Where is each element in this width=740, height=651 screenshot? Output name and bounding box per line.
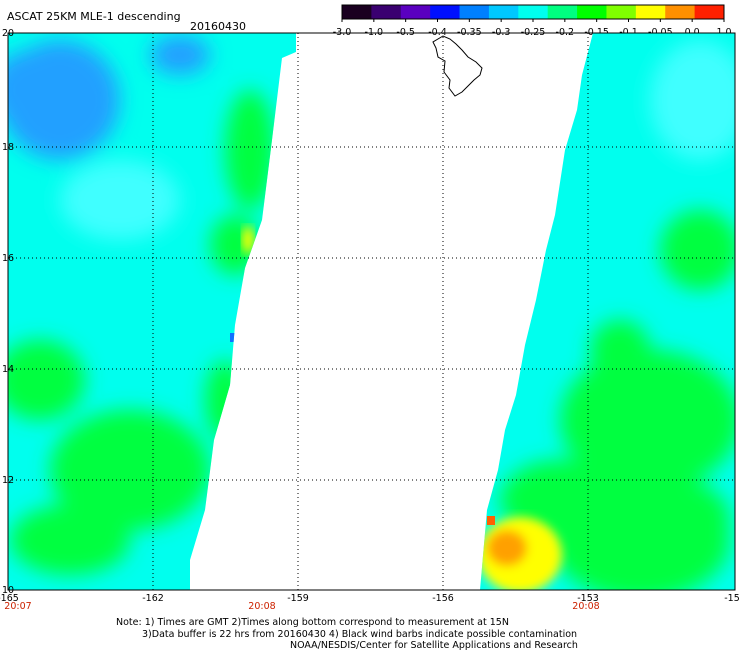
colorbar-swatch <box>371 5 402 19</box>
time-label: 20:08 <box>572 601 599 612</box>
lat-label: 12 <box>2 475 14 486</box>
lon-label: -159 <box>287 593 309 604</box>
colorbar-swatch <box>400 5 431 19</box>
lat-label: 20 <box>2 28 14 39</box>
lat-label: 14 <box>2 364 14 375</box>
map-frame <box>7 32 736 591</box>
swath-map: 20 18 16 14 12 10 -165 -162 -159 -156 -153 -150 20… <box>0 28 740 612</box>
wind-pixel-blue <box>230 333 237 342</box>
swath-highlight <box>242 226 254 254</box>
colorbar-swatch <box>518 5 549 19</box>
colorbar-swatch <box>665 5 696 19</box>
wind-patch <box>660 210 735 290</box>
wind-patch <box>225 90 275 210</box>
colorbar-swatch <box>342 5 372 19</box>
wind-patch <box>8 50 70 130</box>
hawaii-island-outline <box>432 35 483 97</box>
colorbar-swatch <box>488 5 519 19</box>
time-labels: 20:07 20:08 20:08 <box>4 601 599 612</box>
note-line-2: 3)Data buffer is 22 hrs from 20160430 4)… <box>142 629 578 640</box>
product-date: 20160430 <box>190 20 246 33</box>
note-line-1: Note: 1) Times are GMT 2)Times along bot… <box>116 617 509 628</box>
note-line-3: NOAA/NESDIS/Center for Satellite Applica… <box>290 640 578 651</box>
wind-patch <box>590 320 650 380</box>
lon-label: -165 <box>0 593 19 604</box>
lat-lon-grid <box>8 33 735 590</box>
wind-patch <box>60 160 180 240</box>
time-label: 20:08 <box>248 601 275 612</box>
lat-label: 18 <box>2 142 14 153</box>
wind-patch-orange <box>487 530 527 566</box>
product-title: ASCAT 25KM MLE-1 descending <box>7 10 181 23</box>
lon-label: -156 <box>432 593 454 604</box>
swath-highlight <box>480 517 562 590</box>
wind-patch <box>8 340 85 420</box>
lon-label: -162 <box>142 593 164 604</box>
colorbar-swatch <box>606 5 637 19</box>
wind-patch <box>560 350 735 490</box>
time-label: 20:07 <box>4 601 31 612</box>
colorbar-swatch <box>459 5 490 19</box>
colorbar-swatch <box>547 5 578 19</box>
longitude-labels: -165 -162 -159 -156 -153 -150 <box>0 593 740 604</box>
swath-texture <box>8 35 275 575</box>
colorbar-swatch <box>694 5 725 19</box>
lon-label: -153 <box>577 593 599 604</box>
colorbar-swatch <box>635 5 666 19</box>
colorbar-swatch <box>577 5 607 19</box>
wind-patch <box>50 410 210 530</box>
wind-patch <box>205 360 245 440</box>
lat-label: 16 <box>2 253 14 264</box>
wind-pixel-orange <box>487 516 495 525</box>
latitude-labels: 20 18 16 14 12 10 <box>2 28 14 596</box>
lon-label: -150 <box>724 593 740 604</box>
lat-label: 10 <box>2 585 14 596</box>
wind-patch <box>630 480 730 560</box>
colorbar-swatch <box>430 5 461 19</box>
wind-patch <box>10 505 130 575</box>
wind-patch <box>150 35 210 75</box>
wind-patch <box>650 40 735 160</box>
wind-patch-yellow <box>242 226 254 254</box>
